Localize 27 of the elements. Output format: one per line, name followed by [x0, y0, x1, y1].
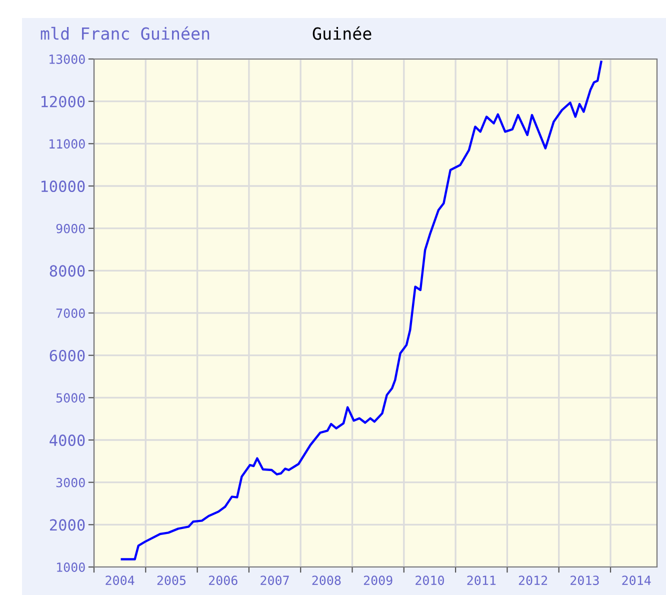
x-tick-label: 2014 [622, 576, 651, 586]
x-tick-label: 2009 [364, 576, 392, 586]
line-series [120, 60, 602, 560]
y-tick-label: 12000 [42, 96, 85, 108]
x-tick-label: 2012 [518, 576, 548, 586]
x-tick-label: 2013 [570, 576, 599, 586]
y-tick-label: 3000 [56, 478, 85, 488]
x-tick-label: 2004 [106, 576, 134, 586]
y-tick-label: 2000 [50, 519, 85, 531]
x-tick-label: 2011 [467, 576, 496, 586]
y-tick-label: 9000 [56, 224, 85, 234]
y-tick-label: 6000 [50, 350, 85, 362]
chart-title: Guinée [312, 26, 372, 40]
y-tick-label: 10000 [42, 180, 85, 192]
x-tick-label: 2008 [312, 576, 341, 586]
y-axis-title: mld Franc Guinéen [40, 26, 210, 40]
x-tick-label: 2007 [260, 576, 289, 586]
y-tick-label: 7000 [56, 308, 85, 318]
y-tick-label: 1000 [57, 562, 85, 572]
y-tick-label: 11000 [50, 139, 85, 149]
x-tick-label: 2005 [157, 576, 186, 586]
y-tick-label: 8000 [50, 265, 85, 277]
y-tick-label: 5000 [56, 393, 85, 403]
y-tick-label: 13000 [50, 54, 85, 64]
y-tick-label: 4000 [50, 434, 85, 446]
x-tick-label: 2006 [209, 576, 238, 586]
x-tick-label: 2010 [416, 576, 444, 586]
